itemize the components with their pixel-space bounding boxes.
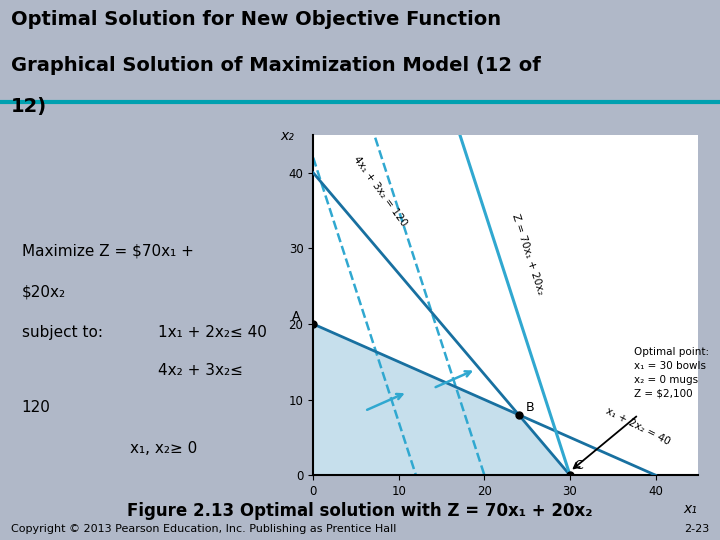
Text: x₂: x₂: [281, 129, 294, 143]
Text: subject to:: subject to:: [22, 326, 102, 340]
Text: 120: 120: [22, 400, 50, 415]
Text: C: C: [575, 459, 583, 472]
Text: Optimal Solution for New Objective Function: Optimal Solution for New Objective Funct…: [11, 10, 501, 29]
Text: 4x₂ + 3x₂≤: 4x₂ + 3x₂≤: [158, 363, 243, 377]
Text: 12): 12): [11, 97, 47, 116]
Text: Copyright © 2013 Pearson Education, Inc. Publishing as Prentice Hall: Copyright © 2013 Pearson Education, Inc.…: [11, 524, 396, 534]
Text: x₁ + 2x₂ = 40: x₁ + 2x₂ = 40: [604, 406, 672, 447]
Text: $20x₂: $20x₂: [22, 285, 66, 299]
Text: A: A: [292, 310, 300, 323]
Text: x₁, x₂≥ 0: x₁, x₂≥ 0: [130, 441, 197, 456]
Text: Z = 70x₁ + 20x₂: Z = 70x₁ + 20x₂: [510, 212, 546, 296]
Text: Graphical Solution of Maximization Model (12 of: Graphical Solution of Maximization Model…: [11, 56, 541, 75]
Text: 4x₁ + 3x₂ = 120: 4x₁ + 3x₂ = 120: [351, 154, 409, 228]
Text: x₁: x₁: [683, 502, 697, 516]
Text: 2-23: 2-23: [684, 524, 709, 534]
Text: Maximize Z = $70x₁ +: Maximize Z = $70x₁ +: [22, 244, 194, 259]
Text: B: B: [526, 401, 534, 414]
Polygon shape: [313, 324, 570, 475]
Text: Figure 2.13 Optimal solution with Z = 70x₁ + 20x₂: Figure 2.13 Optimal solution with Z = 70…: [127, 502, 593, 520]
Text: 1x₁ + 2x₂≤ 40: 1x₁ + 2x₂≤ 40: [158, 326, 267, 340]
Text: Optimal point:
x₁ = 30 bowls
x₂ = 0 mugs
Z = $2,100: Optimal point: x₁ = 30 bowls x₂ = 0 mugs…: [634, 347, 709, 399]
